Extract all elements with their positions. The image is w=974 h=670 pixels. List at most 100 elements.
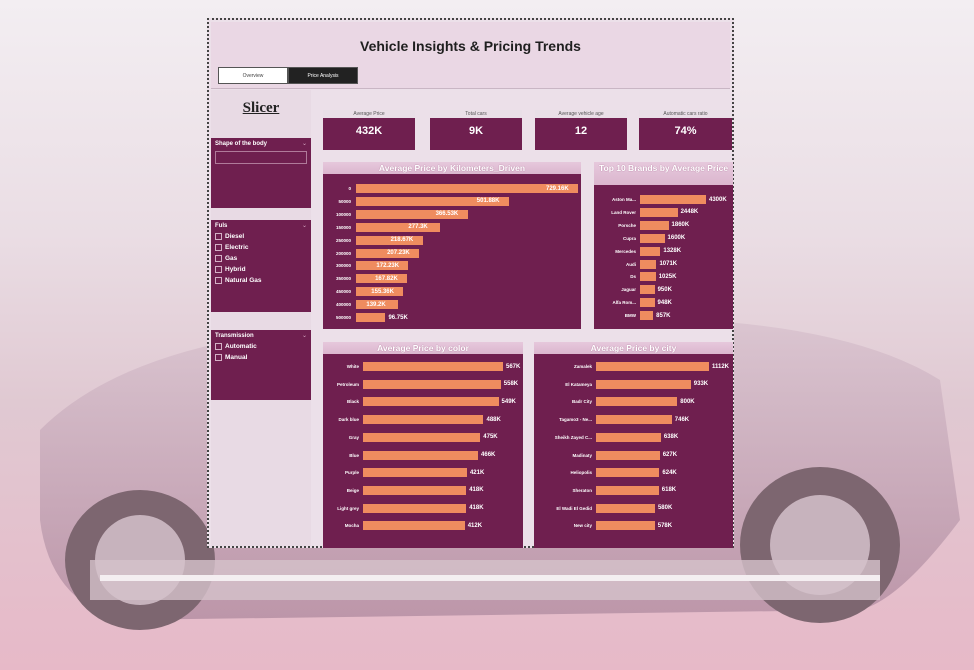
bar-category-label: Madinaty: [572, 452, 592, 458]
bar[interactable]: [363, 468, 467, 478]
bar-category-label: 400000: [335, 302, 351, 308]
bar[interactable]: [640, 195, 706, 204]
bar[interactable]: [596, 468, 660, 478]
bar[interactable]: [596, 521, 655, 531]
bar[interactable]: [640, 298, 655, 308]
bar[interactable]: [640, 272, 656, 282]
bar-category-label: Land Rover: [611, 209, 636, 215]
transmission-option[interactable]: Automatic: [215, 343, 307, 350]
bar[interactable]: [640, 233, 665, 243]
chevron-down-icon[interactable]: ⌄: [301, 141, 307, 147]
chevron-down-icon[interactable]: ⌄: [301, 333, 307, 339]
checkbox-icon[interactable]: [215, 244, 222, 251]
bar-value-label: 488K: [486, 416, 501, 423]
bar[interactable]: [596, 450, 660, 460]
bar-category-label: Purple: [344, 470, 359, 476]
bar[interactable]: [640, 220, 669, 230]
bar[interactable]: [596, 397, 678, 407]
bar[interactable]: [596, 485, 659, 495]
fuel-option[interactable]: Hybrid: [215, 266, 307, 273]
bar[interactable]: [363, 379, 501, 389]
bar[interactable]: [640, 207, 678, 217]
transmission-option[interactable]: Manual: [215, 354, 307, 361]
bar-value-label: 1025K: [658, 273, 677, 280]
bar[interactable]: [356, 313, 386, 322]
slicer-title: Slicer: [242, 100, 280, 116]
bar[interactable]: [356, 196, 509, 206]
bar[interactable]: [356, 274, 408, 284]
bar-value-label: 729.16K: [546, 185, 569, 192]
fuel-filter: Fuls ⌄ Diesel Electric Gas Hybrid Natura…: [211, 220, 311, 312]
chart-km-driven: Average Price by Kilometers_Driven 0 729.…: [323, 162, 581, 329]
bar[interactable]: [640, 246, 661, 256]
bar-category-label: 250000: [335, 237, 351, 243]
checkbox-icon[interactable]: [215, 343, 222, 350]
bar[interactable]: [356, 235, 423, 245]
bar-category-label: BMW: [624, 313, 636, 319]
bar-value-label: 567K: [506, 363, 521, 370]
kpi-value: 74%: [674, 125, 697, 137]
bar-value-label: 1600K: [667, 235, 686, 242]
bar-value-label: 948K: [657, 299, 672, 306]
bar-category-label: Cupra: [622, 235, 636, 241]
bar-category-label: Light grey: [337, 505, 359, 511]
bar-category-label: 0: [348, 186, 351, 191]
bar-category-label: Mercedes: [615, 248, 636, 254]
chevron-down-icon[interactable]: ⌄: [301, 223, 307, 229]
bar[interactable]: [363, 521, 465, 531]
bar[interactable]: [640, 285, 655, 295]
bar[interactable]: [363, 432, 481, 442]
bar[interactable]: [596, 503, 655, 513]
bar[interactable]: [640, 259, 657, 269]
bar[interactable]: [356, 287, 404, 297]
tab-price-analysis[interactable]: Price Analysis: [288, 67, 358, 84]
body-shape-dropdown[interactable]: [215, 151, 307, 164]
body-shape-label: Shape of the body: [215, 141, 268, 147]
page-title: Vehicle Insights & Pricing Trends: [360, 38, 581, 54]
body-shape-filter: Shape of the body ⌄: [211, 138, 311, 208]
fuel-option[interactable]: Natural Gas: [215, 277, 307, 284]
kpi-value: 12: [574, 125, 588, 137]
bar[interactable]: [356, 209, 468, 219]
bar[interactable]: [356, 261, 409, 271]
bar-value-label: 167.82K: [375, 275, 398, 282]
bar[interactable]: [363, 485, 467, 495]
bar-value-label: 418K: [469, 505, 484, 512]
slicer-panel: Slicer Shape of the body ⌄ Fuls ⌄ Diesel…: [211, 90, 311, 546]
bar[interactable]: [596, 432, 661, 442]
checkbox-icon[interactable]: [215, 255, 222, 262]
bar[interactable]: [356, 184, 578, 193]
bar-value-label: 618K: [661, 487, 677, 494]
bar[interactable]: [596, 362, 709, 371]
bar-category-label: 300000: [335, 263, 351, 269]
chart-title: Average Price by color: [323, 342, 523, 354]
bar[interactable]: [363, 397, 499, 407]
bar-category-label: Heliopolis: [570, 470, 592, 476]
checkbox-icon[interactable]: [215, 354, 222, 361]
bar[interactable]: [356, 300, 399, 310]
bar[interactable]: [363, 503, 467, 513]
bar-value-label: 627K: [662, 452, 678, 458]
bar-value-label: 580K: [657, 505, 673, 512]
tab-overview[interactable]: Overview: [218, 67, 288, 84]
bar[interactable]: [356, 248, 420, 258]
bar[interactable]: [363, 415, 484, 425]
chart-top-brands: Top 10 Brands by Average Price Aston Ma.…: [594, 162, 733, 329]
bar-category-label: 450000: [335, 289, 351, 295]
checkbox-icon[interactable]: [215, 266, 222, 273]
bar-category-label: Dark blue: [338, 417, 359, 423]
fuel-option[interactable]: Electric: [215, 244, 307, 251]
bar[interactable]: [596, 379, 691, 389]
bar[interactable]: [363, 450, 479, 460]
bar[interactable]: [596, 415, 672, 425]
fuel-option[interactable]: Diesel: [215, 233, 307, 240]
bar[interactable]: [363, 362, 503, 371]
checkbox-icon[interactable]: [215, 277, 222, 284]
report-header: Vehicle Insights & Pricing Trends Overvi…: [211, 22, 730, 89]
bar-category-label: Alfa Rom...: [612, 300, 636, 306]
bar[interactable]: [356, 222, 441, 232]
bar[interactable]: [640, 311, 654, 321]
fuel-option[interactable]: Gas: [215, 255, 307, 262]
bar-category-label: 200000: [335, 250, 351, 256]
checkbox-icon[interactable]: [215, 233, 222, 240]
